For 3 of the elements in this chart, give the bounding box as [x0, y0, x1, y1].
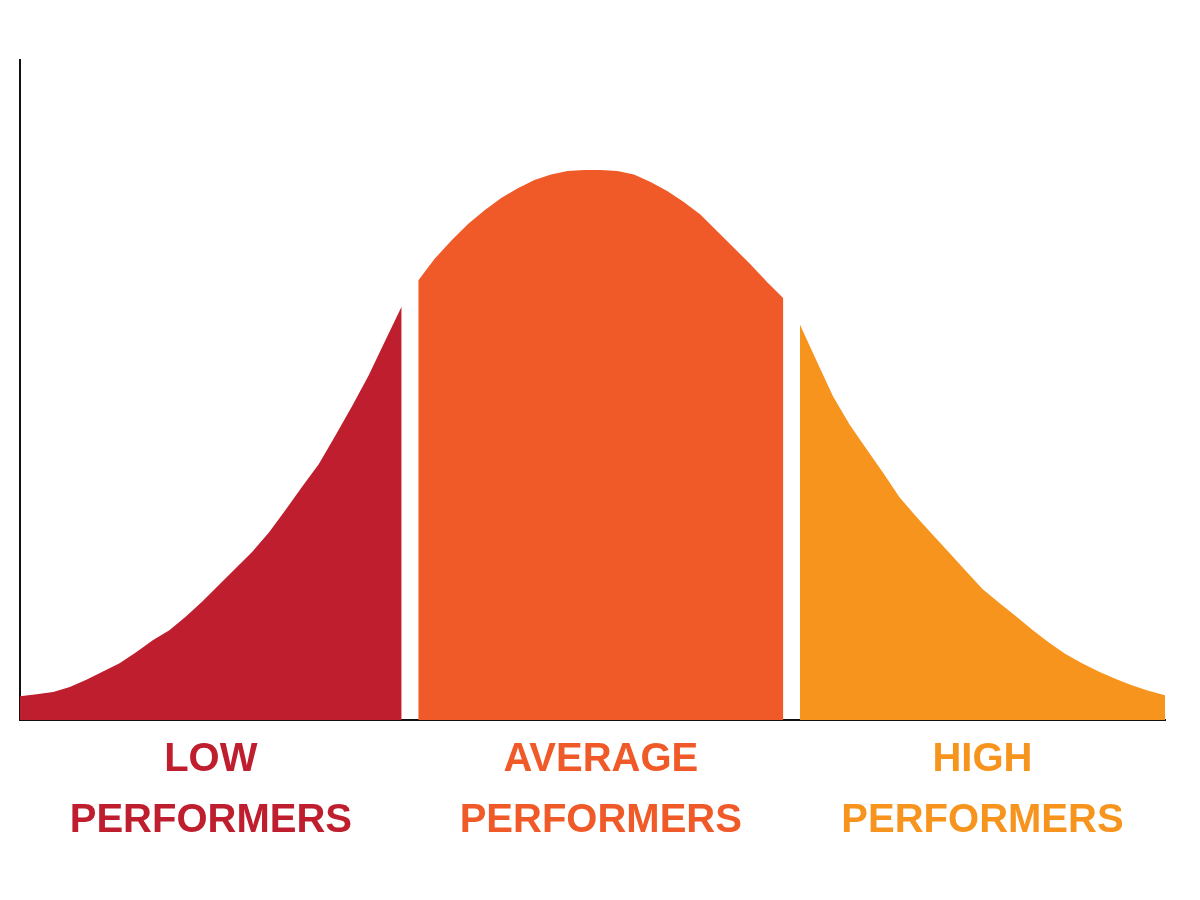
series-label: LOW PERFORMERS	[69, 735, 352, 841]
series-label: AVERAGE PERFORMERS	[459, 735, 742, 841]
series-label: HIGH PERFORMERS	[841, 735, 1124, 841]
